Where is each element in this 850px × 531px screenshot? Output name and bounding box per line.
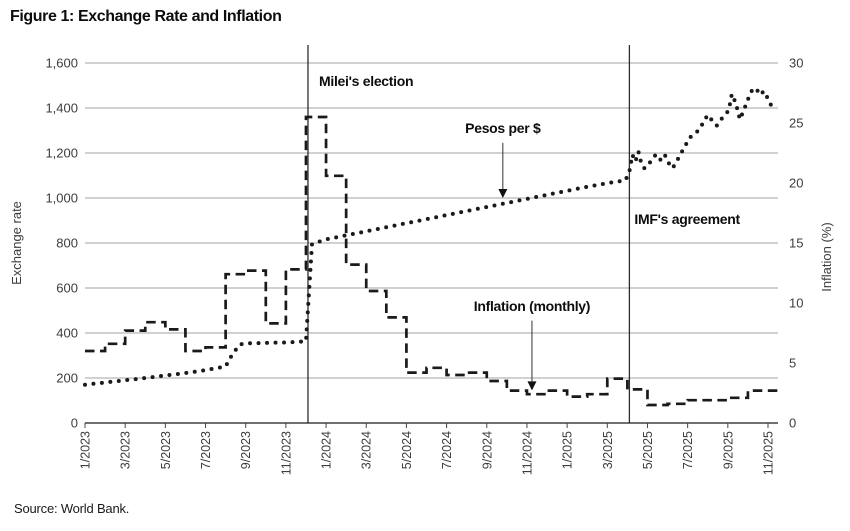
x-tick-label: 7/2024 xyxy=(440,431,454,469)
y-left-tick-label: 600 xyxy=(56,281,78,296)
x-tick-label: 5/2023 xyxy=(159,431,173,469)
callout-label-1: Inflation (monthly) xyxy=(474,298,590,314)
x-tick-label: 1/2025 xyxy=(561,431,575,469)
y-left-tick-label: 1,200 xyxy=(45,146,78,161)
x-tick-label: 9/2024 xyxy=(480,431,494,469)
y-left-axis-title: Exchange rate xyxy=(9,201,24,285)
gridlines xyxy=(85,62,778,379)
y-right-tick-label: 0 xyxy=(789,416,796,431)
series-inflation-monthly- xyxy=(85,115,778,407)
x-tick-label: 7/2023 xyxy=(199,431,213,469)
y-left-tick-label: 200 xyxy=(56,371,78,386)
x-tick-label: 5/2025 xyxy=(641,431,655,469)
y-left-tick-label: 1,600 xyxy=(45,56,78,71)
x-tick-label: 3/2023 xyxy=(119,431,133,469)
x-tick-label: 9/2023 xyxy=(239,431,253,469)
y-right-axis-title: Inflation (%) xyxy=(819,222,834,291)
y-right-tick-label: 25 xyxy=(789,116,803,131)
callout-arrow-head-0 xyxy=(498,189,508,198)
x-tick-label: 11/2025 xyxy=(762,431,776,475)
x-tick-label: 11/2023 xyxy=(279,431,293,475)
figure-source: Source: World Bank. xyxy=(14,501,130,516)
y-right-tick-label: 15 xyxy=(789,236,803,251)
y-left-tick-label: 0 xyxy=(71,416,78,431)
x-tick-label: 7/2025 xyxy=(681,431,695,469)
event-label-0: Milei's election xyxy=(319,73,413,89)
y-left-tick-label: 1,400 xyxy=(45,101,78,116)
x-tick-label: 5/2024 xyxy=(400,431,414,469)
y-left-tick-label: 400 xyxy=(56,326,78,341)
event-label-1: IMF's agreement xyxy=(634,211,740,227)
y-left-tick-label: 800 xyxy=(56,236,78,251)
figure-title: Figure 1: Exchange Rate and Inflation xyxy=(10,8,282,25)
x-tick-label: 1/2024 xyxy=(320,431,334,469)
callout-label-0: Pesos per $ xyxy=(465,120,541,136)
x-axis-ticks xyxy=(84,423,769,428)
y-right-tick-label: 10 xyxy=(789,296,803,311)
callout-arrow-head-1 xyxy=(527,381,537,391)
x-tick-label: 1/2023 xyxy=(79,431,93,469)
series-pesos-per- xyxy=(83,85,777,387)
y-right-tick-label: 20 xyxy=(789,176,803,191)
y-right-tick-label: 30 xyxy=(789,56,803,71)
y-left-tick-label: 1,000 xyxy=(45,191,78,206)
x-tick-label: 3/2025 xyxy=(601,431,615,469)
x-tick-label: 11/2024 xyxy=(520,431,534,475)
x-axis-labels: 1/2023 3/2023 5/2023 7/2023 9/2023 11/2023 1/2… xyxy=(79,431,776,475)
y-right-tick-label: 5 xyxy=(789,356,796,371)
x-tick-label: 3/2024 xyxy=(360,431,374,469)
x-tick-label: 9/2025 xyxy=(721,431,735,469)
